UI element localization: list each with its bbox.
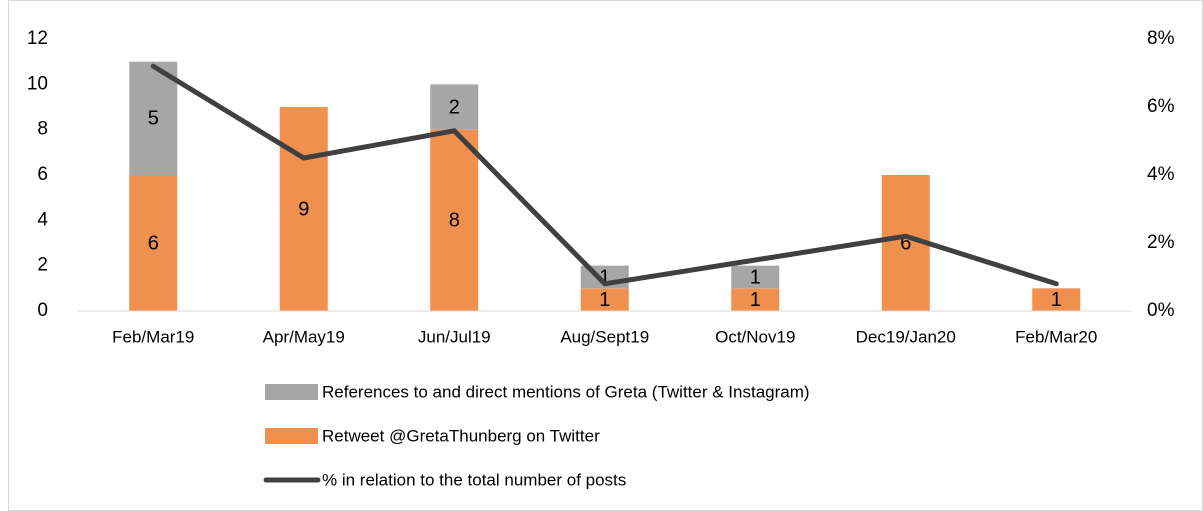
legend-label: % in relation to the total number of pos… xyxy=(322,470,626,489)
bar xyxy=(129,175,178,311)
y-tick-label: 6 xyxy=(37,164,48,185)
data-label: 1 xyxy=(599,289,610,311)
data-label: 1 xyxy=(599,266,610,288)
data-label: 1 xyxy=(1051,289,1062,311)
legend-swatch xyxy=(265,384,318,400)
data-label: 1 xyxy=(750,266,761,288)
data-label: 1 xyxy=(750,289,761,311)
x-tick-label: Dec19/Jan20 xyxy=(856,327,956,346)
bar xyxy=(430,129,479,311)
y2-tick-label: 6% xyxy=(1147,96,1175,117)
bar xyxy=(1032,288,1081,311)
x-tick-label: Apr/May19 xyxy=(263,327,345,346)
bar xyxy=(129,61,178,175)
bar xyxy=(580,288,629,311)
y2-tick-label: 0% xyxy=(1147,300,1175,321)
data-label: 9 xyxy=(298,198,309,220)
bar xyxy=(731,288,780,311)
x-tick-label: Jun/Jul19 xyxy=(418,327,491,346)
x-tick-label: Feb/Mar19 xyxy=(112,327,194,346)
y-tick-label: 12 xyxy=(27,28,48,49)
y-tick-label: 8 xyxy=(37,119,48,140)
y-tick-label: 2 xyxy=(37,255,48,276)
data-label: 8 xyxy=(449,210,460,232)
x-tick-label: Oct/Nov19 xyxy=(715,327,795,346)
data-label: 6 xyxy=(900,232,911,254)
legend-label: References to and direct mentions of Gre… xyxy=(322,382,810,401)
y-tick-label: 0 xyxy=(37,300,48,321)
y2-tick-label: 4% xyxy=(1147,164,1175,185)
data-label: 6 xyxy=(148,232,159,254)
data-label: 2 xyxy=(449,96,460,118)
y-tick-label: 10 xyxy=(27,73,48,94)
y2-tick-label: 8% xyxy=(1147,28,1175,49)
legend-swatch xyxy=(265,428,318,444)
x-tick-label: Aug/Sept19 xyxy=(560,327,649,346)
x-tick-label: Feb/Mar20 xyxy=(1015,327,1097,346)
bar xyxy=(279,107,328,311)
line xyxy=(150,63,1059,287)
data-label: 5 xyxy=(148,108,159,130)
y-tick-label: 4 xyxy=(37,209,48,230)
bar xyxy=(731,265,780,289)
chart-border xyxy=(8,0,1203,511)
bar xyxy=(430,84,479,130)
legend-label: Retweet @GretaThunberg on Twitter xyxy=(322,426,600,445)
y2-tick-label: 2% xyxy=(1147,232,1175,253)
